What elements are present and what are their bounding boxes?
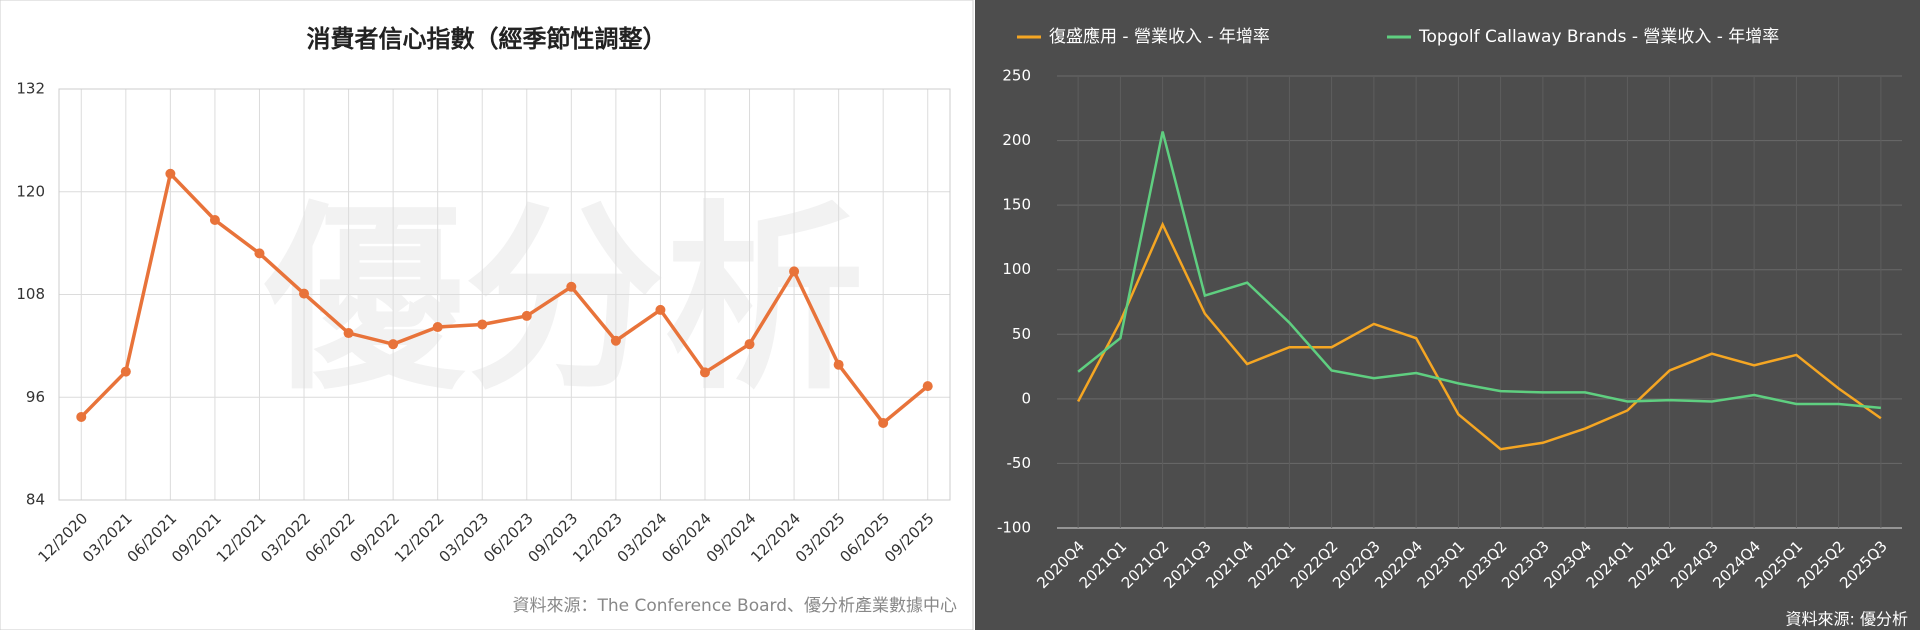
data-point — [566, 281, 577, 292]
series-line — [1077, 131, 1881, 410]
data-point — [209, 215, 220, 226]
y-tick-label: 84 — [26, 491, 45, 509]
series-line — [1077, 221, 1882, 451]
data-point — [521, 310, 532, 321]
series-line — [80, 170, 929, 426]
legend-label: 復盛應用 - 營業收入 - 年增率 — [1049, 26, 1270, 47]
panel-background — [975, 0, 1920, 630]
chart-title: 消費者信心指數（經季節性調整） — [307, 25, 667, 53]
data-point — [299, 288, 310, 299]
y-tick-label: 108 — [16, 285, 45, 303]
y-tick-label: 50 — [1012, 325, 1031, 343]
legend-label: Topgolf Callaway Brands - 營業收入 - 年增率 — [1418, 27, 1779, 47]
data-point — [655, 304, 666, 315]
y-tick-label: 150 — [1002, 196, 1031, 214]
data-point — [477, 319, 488, 330]
y-tick-label: 132 — [16, 80, 45, 98]
data-point — [922, 381, 933, 392]
source-note: 資料來源：The Conference Board、優分析產業數據中心 — [512, 596, 957, 616]
data-point — [76, 411, 87, 422]
y-tick-label: 0 — [1021, 389, 1031, 407]
data-point — [388, 339, 399, 350]
data-point — [833, 359, 844, 370]
y-tick-label: 100 — [1002, 260, 1031, 278]
data-point — [432, 322, 443, 333]
data-point — [699, 367, 710, 378]
data-point — [343, 328, 354, 339]
data-point — [165, 168, 176, 179]
y-tick-label: 96 — [26, 388, 45, 406]
data-point — [254, 248, 265, 259]
panel-background — [0, 0, 974, 630]
y-tick-label: -50 — [1007, 454, 1032, 472]
data-point — [744, 339, 755, 350]
data-point — [878, 417, 889, 428]
y-tick-label: -100 — [997, 519, 1031, 537]
watermark: 優分析 — [263, 184, 864, 417]
data-point — [610, 335, 621, 346]
y-tick-label: 120 — [16, 182, 45, 200]
data-point — [789, 266, 800, 277]
data-point — [120, 366, 131, 377]
plot-border — [58, 88, 951, 501]
y-tick-label: 200 — [1002, 131, 1031, 149]
source-note: 資料來源: 優分析 — [1786, 610, 1908, 629]
y-tick-label: 250 — [1002, 67, 1031, 85]
